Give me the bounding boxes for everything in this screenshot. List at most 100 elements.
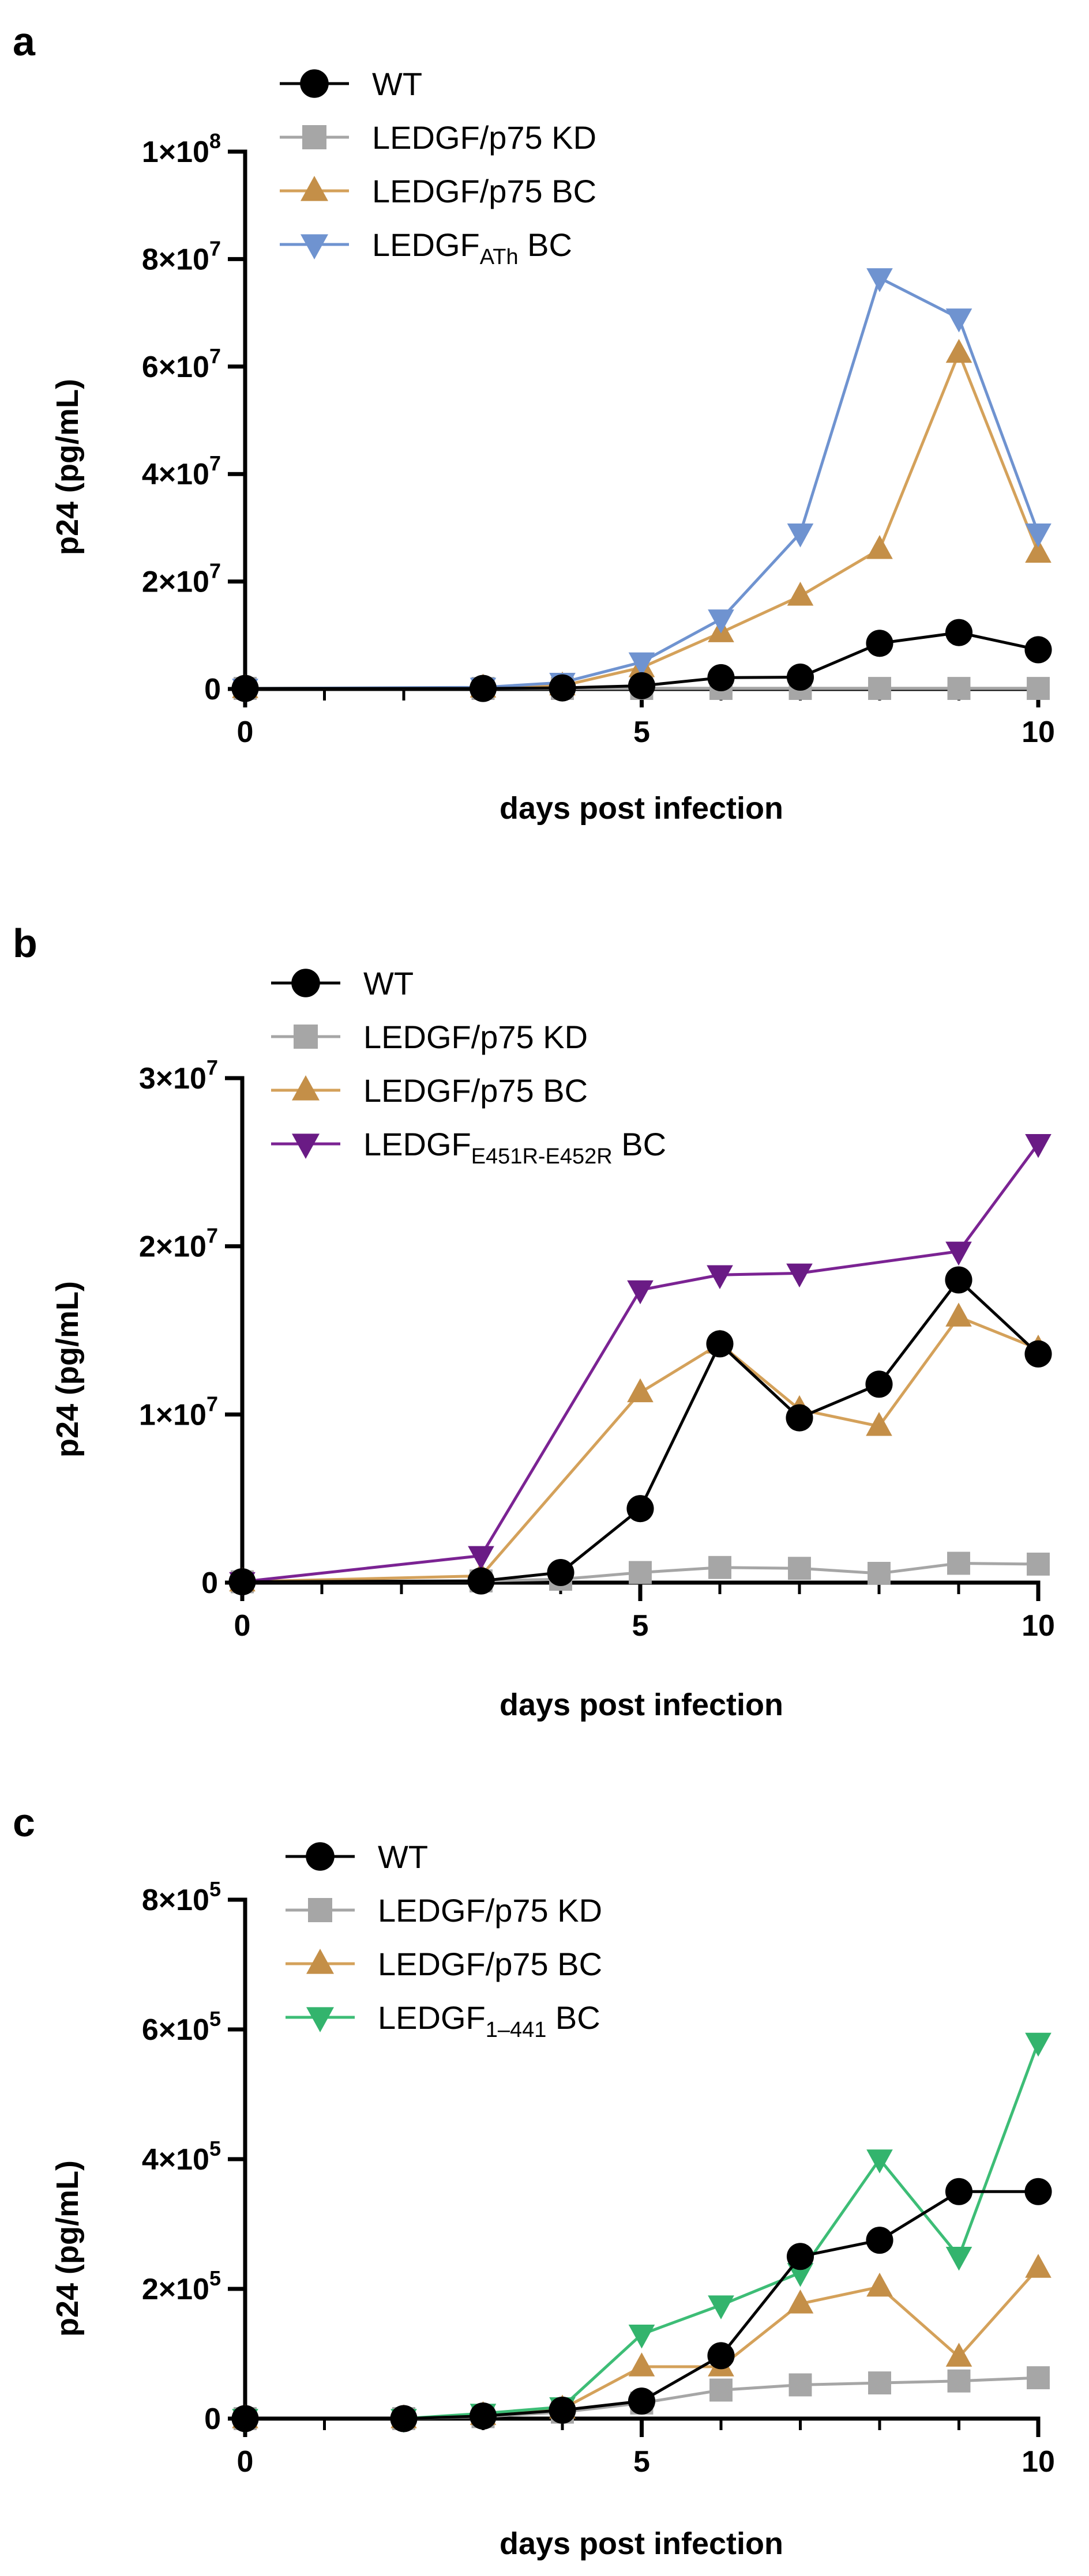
x-tick-label: 10 <box>1022 1609 1055 1643</box>
data-point <box>868 2371 891 2395</box>
x-tick-label: 5 <box>632 1609 649 1643</box>
data-point <box>549 2396 576 2424</box>
data-point <box>390 2405 418 2432</box>
data-point <box>1025 1133 1052 1158</box>
legend-marker <box>306 1842 335 1871</box>
data-point <box>866 2149 893 2174</box>
x-tick-label: 10 <box>1022 2445 1055 2479</box>
legend-marker <box>292 1133 320 1159</box>
data-point <box>1025 2254 1052 2278</box>
data-point <box>1025 538 1052 563</box>
legend-label: LEDGF/p75 KD <box>372 119 596 156</box>
legend-label: WT <box>378 1839 428 1875</box>
legend-item: LEDGF/p75 BC <box>271 1072 588 1109</box>
series-bc <box>232 338 1052 698</box>
data-point <box>628 2324 655 2349</box>
data-point <box>627 1378 654 1403</box>
x-tick-label: 10 <box>1022 715 1055 749</box>
chart-a: 0 2×107 4×107 6×107 8×107 1×108 0 5 10 WT LEDGF/p7… <box>142 66 1055 749</box>
data-point <box>1024 2178 1052 2205</box>
legend-item: WT <box>286 1839 428 1875</box>
data-point <box>627 1280 654 1305</box>
y-tick-label: 2×105 <box>142 2266 221 2306</box>
data-point <box>945 338 972 363</box>
data-point <box>629 1561 652 1584</box>
data-point <box>868 1562 891 1585</box>
data-point <box>945 1266 972 1294</box>
y-tick-label: 0 <box>204 2402 221 2436</box>
y-tick-label: 6×105 <box>142 2007 221 2047</box>
data-point <box>1024 1340 1052 1368</box>
legend-marker <box>302 125 326 149</box>
legend-marker <box>300 69 329 98</box>
legend: WT LEDGF/p75 KD LEDGF/p75 BC LEDGFATh BC <box>280 66 596 269</box>
data-point <box>866 534 893 559</box>
data-point <box>786 663 814 691</box>
y-tick-label: 8×107 <box>142 236 221 276</box>
data-point <box>707 2342 735 2370</box>
data-point <box>228 1568 256 1596</box>
x-tick-label: 5 <box>633 715 650 749</box>
legend-marker <box>294 1025 318 1049</box>
y-tick-label: 1×107 <box>139 1392 218 1432</box>
series-line <box>245 276 1040 690</box>
x-axis-title: days post infection <box>500 1688 783 1722</box>
data-point <box>707 664 735 691</box>
data-point <box>947 1551 970 1575</box>
y-tick-label: 2×107 <box>139 1224 218 1264</box>
legend-item: LEDGFE451R-E452R BC <box>271 1126 666 1169</box>
data-point <box>947 677 971 701</box>
data-point <box>628 652 655 677</box>
legend-marker <box>308 1898 332 1922</box>
data-point <box>788 2373 812 2397</box>
legend-item: LEDGF/p75 KD <box>286 1892 602 1929</box>
legend-item: LEDGF/p75 KD <box>280 119 596 156</box>
data-point <box>549 674 576 702</box>
legend-label: LEDGF1–441 BC <box>378 1999 600 2042</box>
y-tick-label: 6×107 <box>142 344 221 384</box>
legend-item: LEDGF/p75 BC <box>286 1946 602 1982</box>
data-point <box>628 2387 656 2415</box>
legend: WT LEDGF/p75 KD LEDGF/p75 BC LEDGF1–441 BC <box>286 1839 602 2042</box>
legend-marker <box>301 175 328 201</box>
legend-item: LEDGF/p75 KD <box>271 1019 588 1055</box>
data-point <box>866 630 893 657</box>
series-wt <box>231 619 1052 702</box>
x-axis-title: days post infection <box>500 791 783 826</box>
y-tick-label: 0 <box>201 1566 218 1600</box>
data-point <box>786 1404 813 1432</box>
legend-label: LEDGF/p75 BC <box>378 1946 602 1982</box>
legend-label: LEDGFE451R-E452R BC <box>363 1126 666 1169</box>
data-point <box>628 2352 655 2377</box>
data-point <box>469 2402 497 2430</box>
data-point <box>945 308 972 333</box>
data-point <box>709 2378 733 2402</box>
series-wt <box>228 1266 1052 1596</box>
legend-item: WT <box>280 66 422 102</box>
y-tick-label: 0 <box>204 673 221 706</box>
series-variant-bc <box>229 1133 1052 1596</box>
data-point <box>866 2227 893 2254</box>
legend-marker <box>301 234 328 260</box>
data-point <box>866 1412 892 1436</box>
data-point <box>1024 636 1052 664</box>
series-line <box>242 1315 1039 1584</box>
panel-a: a 0 2×107 4×107 6×107 8×107 1×108 0 5 10 WT LEDGF/… <box>13 19 1055 826</box>
data-point <box>947 2369 971 2393</box>
legend-label: LEDGF/p75 BC <box>363 1072 588 1109</box>
data-point <box>231 2405 259 2432</box>
data-point <box>786 1263 813 1288</box>
series-line <box>245 2190 1038 2420</box>
data-point <box>1025 2032 1052 2057</box>
legend-item: WT <box>271 965 414 1001</box>
data-point <box>1027 1552 1050 1576</box>
data-point <box>706 1330 734 1358</box>
data-point <box>786 2243 814 2270</box>
panel-c: c 0 2×105 4×105 6×105 8×105 0 5 10 WT LEDGF/p75 K… <box>13 1800 1055 2561</box>
y-tick-label: 3×107 <box>139 1056 218 1095</box>
panel-letter: c <box>13 1800 35 1845</box>
data-point <box>945 2246 972 2271</box>
data-point <box>547 1558 574 1587</box>
legend-label: WT <box>363 965 414 1001</box>
